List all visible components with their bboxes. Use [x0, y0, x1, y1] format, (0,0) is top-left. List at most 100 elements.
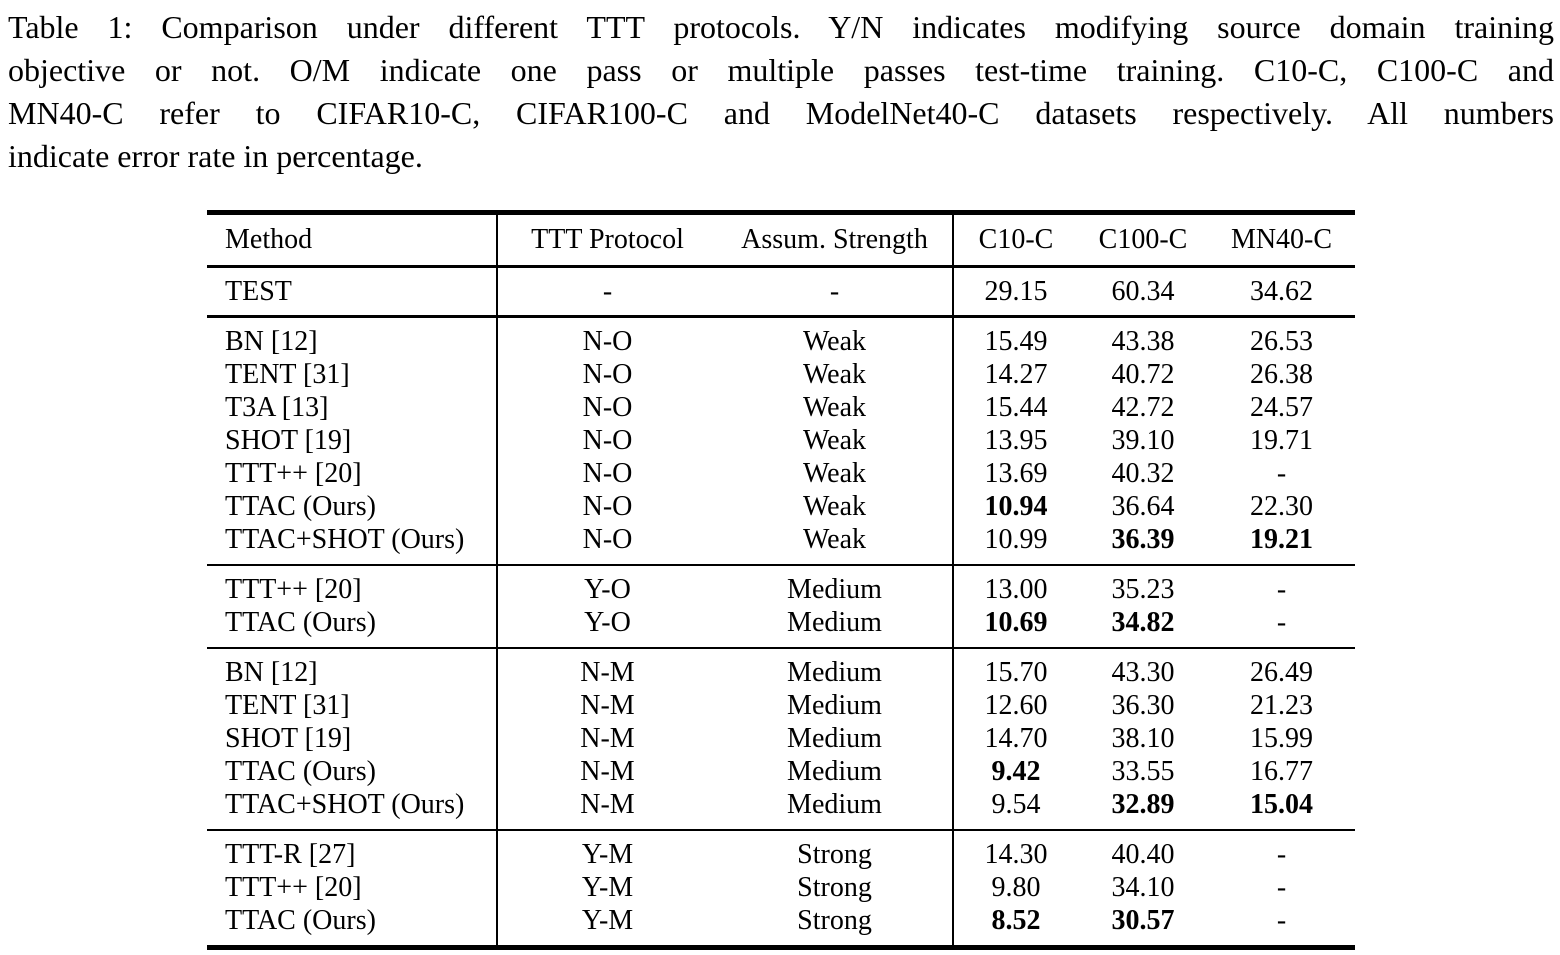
cell-c10: 9.80: [952, 871, 1078, 904]
cell-mn40: 15.04: [1250, 789, 1313, 820]
cell-c10: 12.60: [952, 689, 1078, 722]
cell-method: TTAC (Ours): [207, 606, 498, 648]
cell-method: TTT++ [20]: [207, 457, 498, 490]
table-row: TEST - - 29.15 60.34 34.62: [207, 266, 1355, 317]
table-group-test-baseline: TEST - - 29.15 60.34 34.62: [207, 266, 1355, 317]
cell-c10: 13.69: [952, 457, 1078, 490]
cell-mn40: 26.38: [1250, 359, 1313, 390]
cell-mn40: -: [1276, 839, 1287, 870]
cell-c100: 35.23: [1111, 574, 1175, 605]
cell-strength: Strong: [797, 839, 872, 870]
cell-c100: 36.39: [1111, 524, 1175, 555]
cell-protocol: N-O: [582, 425, 633, 456]
cell-c10: 8.52: [952, 904, 1078, 948]
cell-strength: Strong: [797, 905, 872, 936]
cell-method: TTAC (Ours): [207, 490, 498, 523]
cell-c100: 30.57: [1111, 905, 1175, 936]
cell-strength: Weak: [802, 458, 867, 489]
table-group-protocol-Y-M: TTT-R [27] Y-M Strong 14.30 40.40- TTT++ [20]…: [207, 830, 1355, 948]
cell-mn40: 19.21: [1250, 524, 1313, 555]
cell-c10: 15.49: [952, 316, 1078, 358]
cell-mn40: 26.49: [1250, 657, 1313, 688]
table-row: BN [12] N-M Medium 15.70 43.30 26.49: [207, 648, 1355, 689]
cell-protocol: N-M: [580, 657, 635, 688]
table-group-protocol-Y-O: TTT++ [20] Y-O Medium 13.00 35.23 - TTAC (Ours…: [207, 565, 1355, 648]
cell-method: T3A [13]: [207, 391, 498, 424]
cell-strength: Medium: [787, 723, 882, 754]
cell-method: TTT++ [20]: [207, 565, 498, 606]
cell-mn40: 16.77: [1250, 756, 1313, 787]
table-group-protocol-N-M: BN [12] N-M Medium 15.70 43.30 26.49 TENT [31]…: [207, 648, 1355, 830]
cell-strength: Weak: [802, 359, 867, 390]
cell-c100: 60.34: [1111, 276, 1175, 307]
results-table: Method TTT Protocol Assum. Strength C10-…: [207, 210, 1355, 950]
cell-c10: 14.30: [952, 830, 1078, 871]
table-row: BN [12] N-O Weak 15.49 43.38 26.53: [207, 316, 1355, 358]
caption-line: objective or not. O/M indicate one pass …: [8, 52, 1554, 88]
cell-method: TTT-R [27]: [207, 830, 498, 871]
cell-c10: 14.27: [952, 358, 1078, 391]
table-row: SHOT [19] N-M Medium 14.70 38.10 15.99: [207, 722, 1355, 755]
cell-c100: 40.72: [1111, 359, 1175, 390]
cell-strength: Weak: [802, 392, 867, 423]
cell-c100: 34.82: [1111, 607, 1175, 638]
cell-protocol: Y-M: [581, 839, 634, 870]
cell-c10: 9.42: [952, 755, 1078, 788]
cell-method: TENT [31]: [207, 689, 498, 722]
cell-mn40: -: [1276, 458, 1287, 489]
cell-c100: 34.10: [1111, 872, 1175, 903]
cell-c10: 15.70: [952, 648, 1078, 689]
cell-protocol: Y-M: [581, 905, 634, 936]
table-header: Method TTT Protocol Assum. Strength C10-…: [207, 212, 1355, 267]
cell-strength: -: [829, 276, 840, 307]
table-row: T3A [13] N-O Weak 15.44 42.72 24.57: [207, 391, 1355, 424]
cell-method: TTAC+SHOT (Ours): [207, 523, 498, 565]
cell-c10: 10.94: [952, 490, 1078, 523]
cell-c100: 33.55: [1111, 756, 1175, 787]
cell-protocol: N-O: [582, 491, 633, 522]
table-row: TTAC (Ours) Y-M Strong 8.52 30.57 -: [207, 904, 1355, 948]
cell-c100: 43.30: [1111, 657, 1175, 688]
cell-c100: 43.38: [1111, 326, 1175, 357]
cell-c10: 13.95: [952, 424, 1078, 457]
cell-protocol: -: [602, 276, 613, 307]
table-row: TTAC (Ours) Y-O Medium 10.69 34.82 -: [207, 606, 1355, 648]
cell-strength: Medium: [787, 789, 882, 820]
cell-c100: 36.64: [1111, 491, 1175, 522]
cell-method: TEST: [207, 266, 498, 317]
column-header-mn40c: MN40-C: [1230, 224, 1333, 255]
table-row: TTAC+SHOT (Ours) N-O Weak 10.99 36.39 19.21: [207, 523, 1355, 565]
cell-protocol: Y-O: [584, 607, 631, 638]
cell-c100: 36.30: [1111, 690, 1175, 721]
table-row: TTT++ [20] Y-M Strong 9.80 34.10 -: [207, 871, 1355, 904]
cell-method: TTAC (Ours): [207, 904, 498, 948]
cell-c100: 42.72: [1111, 392, 1175, 423]
cell-protocol: N-O: [582, 524, 633, 555]
column-header-c100c: C100-C: [1098, 224, 1188, 255]
table-row: TTAC+SHOT (Ours) N-M Medium 9.54 32.89 15.04: [207, 788, 1355, 830]
table-row: TTAC (Ours) N-M Medium 9.42 33.55 16.77: [207, 755, 1355, 788]
cell-strength: Medium: [787, 690, 882, 721]
cell-mn40: 26.53: [1250, 326, 1313, 357]
cell-strength: Weak: [802, 326, 867, 357]
cell-mn40: -: [1276, 574, 1287, 605]
cell-mn40: 21.23: [1250, 690, 1313, 721]
column-header-strength: Assum. Strength: [741, 224, 928, 255]
cell-c10: 29.15: [952, 266, 1078, 317]
column-header-method: Method: [207, 212, 498, 267]
cell-mn40: -: [1276, 872, 1287, 903]
table-row: TENT [31] N-M Medium 12.60 36.30 21.23: [207, 689, 1355, 722]
cell-c10: 13.00: [952, 565, 1078, 606]
cell-strength: Medium: [787, 574, 882, 605]
table-row: TTT++ [20] Y-O Medium 13.00 35.23 -: [207, 565, 1355, 606]
cell-c100: 39.10: [1111, 425, 1175, 456]
cell-strength: Strong: [797, 872, 872, 903]
cell-mn40: 19.71: [1250, 425, 1313, 456]
cell-strength: Medium: [787, 607, 882, 638]
cell-c100: 40.40: [1111, 839, 1175, 870]
cell-strength: Medium: [787, 657, 882, 688]
cell-protocol: Y-M: [581, 872, 634, 903]
cell-c100: 40.32: [1111, 458, 1175, 489]
cell-c10: 15.44: [952, 391, 1078, 424]
table-row: TENT [31] N-O Weak 14.27 40.72 26.38: [207, 358, 1355, 391]
